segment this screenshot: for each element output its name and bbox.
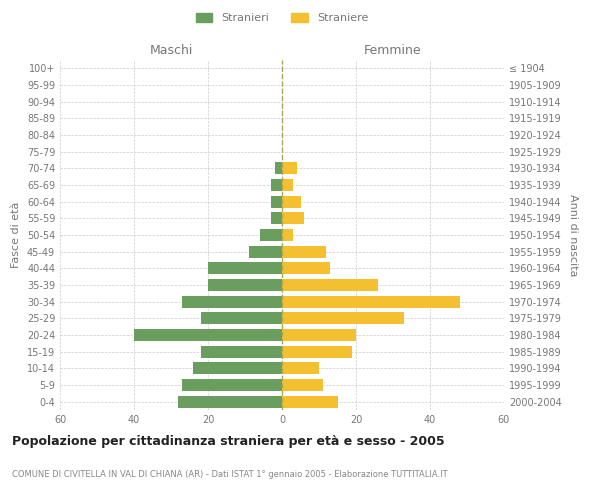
Bar xyxy=(271,179,282,191)
Bar xyxy=(134,329,282,341)
Bar xyxy=(282,212,304,224)
Text: COMUNE DI CIVITELLA IN VAL DI CHIANA (AR) - Dati ISTAT 1° gennaio 2005 - Elabora: COMUNE DI CIVITELLA IN VAL DI CHIANA (AR… xyxy=(12,470,448,479)
Bar xyxy=(271,212,282,224)
Bar xyxy=(282,396,337,407)
Text: Femmine: Femmine xyxy=(364,44,422,57)
Bar xyxy=(208,279,282,291)
Bar xyxy=(282,362,319,374)
Bar xyxy=(271,196,282,207)
Bar xyxy=(282,162,297,174)
Bar xyxy=(200,312,282,324)
Bar xyxy=(282,312,404,324)
Bar xyxy=(260,229,282,241)
Bar xyxy=(282,329,356,341)
Legend: Stranieri, Straniere: Stranieri, Straniere xyxy=(191,8,373,28)
Bar xyxy=(282,196,301,207)
Bar xyxy=(193,362,282,374)
Bar xyxy=(282,229,293,241)
Bar xyxy=(282,379,323,391)
Text: Maschi: Maschi xyxy=(149,44,193,57)
Text: Popolazione per cittadinanza straniera per età e sesso - 2005: Popolazione per cittadinanza straniera p… xyxy=(12,435,445,448)
Y-axis label: Fasce di età: Fasce di età xyxy=(11,202,21,268)
Y-axis label: Anni di nascita: Anni di nascita xyxy=(568,194,578,276)
Bar xyxy=(282,279,378,291)
Bar xyxy=(282,179,293,191)
Bar xyxy=(282,296,460,308)
Bar xyxy=(282,346,352,358)
Bar xyxy=(208,262,282,274)
Bar xyxy=(282,262,330,274)
Bar xyxy=(249,246,282,258)
Bar xyxy=(282,246,326,258)
Bar xyxy=(182,296,282,308)
Bar xyxy=(275,162,282,174)
Bar xyxy=(178,396,282,407)
Bar xyxy=(182,379,282,391)
Bar xyxy=(200,346,282,358)
